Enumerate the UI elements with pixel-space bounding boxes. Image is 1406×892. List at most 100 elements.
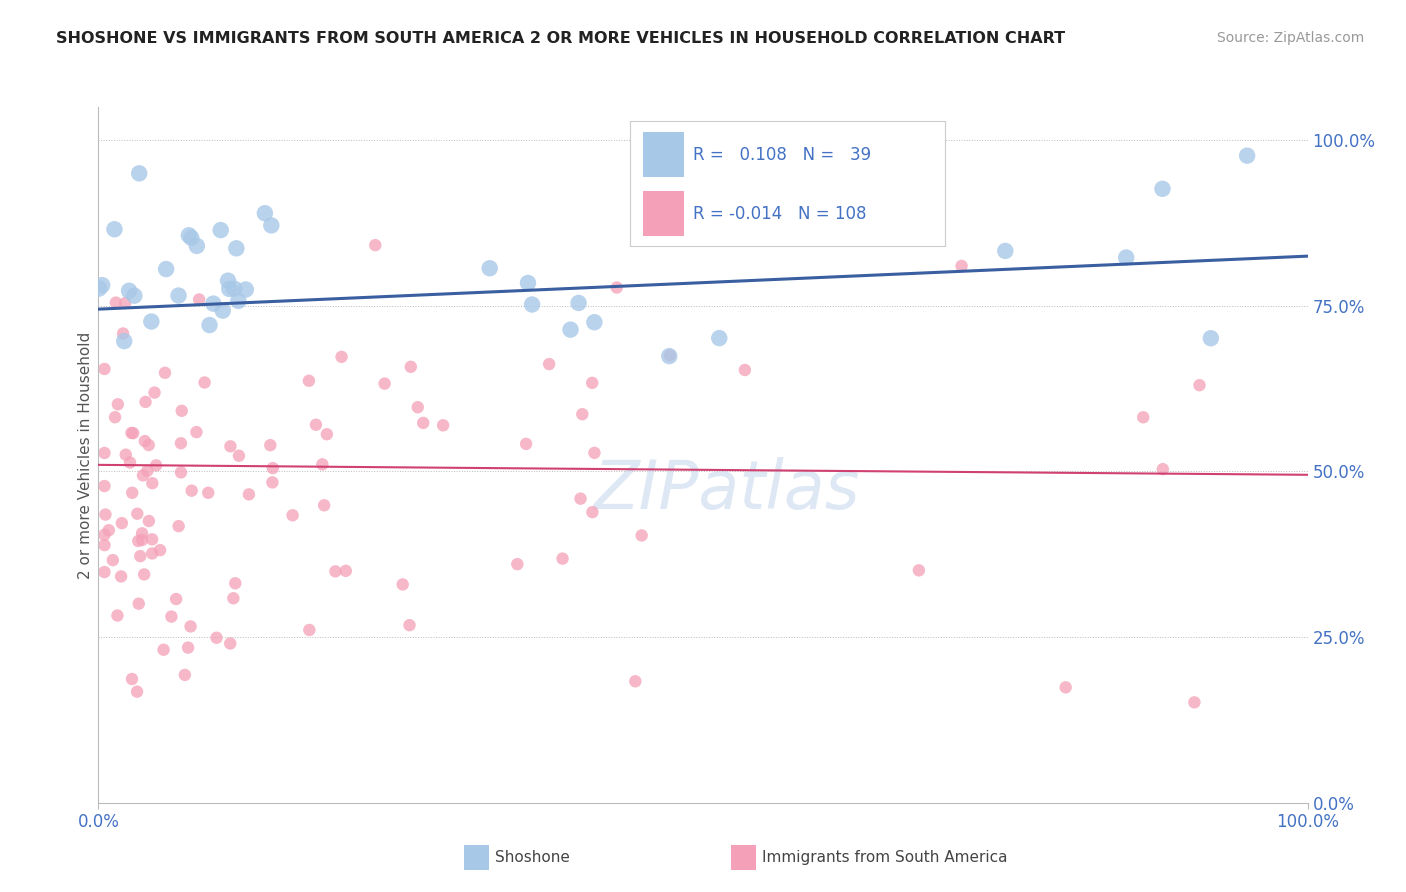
Point [1184,695,1206,709]
Point [314,498,336,512]
Point [506,557,529,571]
Point [89,281,111,295]
Point [121,425,143,440]
Point [145,458,167,473]
Point [520,297,543,311]
Point [228,449,250,463]
Point [1132,410,1154,425]
Point [111,516,134,530]
Point [624,674,647,689]
Point [658,349,681,363]
Point [658,349,681,363]
Point [219,439,242,453]
Point [141,476,163,491]
Point [114,448,136,462]
Point [1152,182,1174,196]
Point [399,359,422,374]
Point [538,357,561,371]
Point [305,417,328,432]
Point [127,507,149,521]
Text: ZIPatlas: ZIPatlas [593,457,860,523]
Point [432,418,454,433]
Point [107,397,129,411]
Point [125,684,148,698]
Point [259,438,281,452]
Point [253,206,276,220]
Point [97,523,120,537]
Point [186,239,208,253]
Point [170,404,193,418]
Point [262,475,284,490]
Point [131,526,153,541]
Point [198,318,221,332]
Point [167,519,190,533]
Point [298,374,321,388]
Point [260,219,283,233]
Point [128,597,150,611]
Point [141,546,163,560]
Point [281,508,304,523]
Point [364,238,387,252]
Point [177,640,200,655]
Point [180,231,202,245]
Point [630,528,652,542]
Point [950,259,973,273]
Point [571,407,593,421]
Point [581,376,603,390]
Point [94,508,117,522]
Point [478,261,501,276]
Point [180,483,202,498]
Point [222,591,245,606]
Point [1152,462,1174,476]
Point [606,280,628,294]
Point [134,395,156,409]
Point [228,293,250,308]
Text: Immigrants from South America: Immigrants from South America [762,850,1008,864]
Point [1054,681,1077,695]
Point [583,446,606,460]
Point [569,491,592,506]
Point [141,314,163,328]
Point [141,533,163,547]
Point [149,543,172,558]
Point [136,464,159,478]
Point [107,608,129,623]
Point [122,426,145,441]
Point [412,416,434,430]
Point [93,538,115,552]
Point [121,672,143,686]
Text: SHOSHONE VS IMMIGRANTS FROM SOUTH AMERICA 2 OR MORE VEHICLES IN HOUSEHOLD CORREL: SHOSHONE VS IMMIGRANTS FROM SOUTH AMERIC… [56,31,1066,46]
Point [1199,331,1222,345]
Point [515,437,537,451]
Point [114,296,136,310]
Text: Shoshone: Shoshone [495,850,569,864]
Point [315,427,337,442]
Point [330,350,353,364]
Point [129,549,152,563]
Point [224,282,246,296]
Point [1115,251,1137,265]
Point [398,618,420,632]
Point [112,334,135,348]
Point [152,642,174,657]
Point [103,222,125,236]
Point [209,223,232,237]
Point [197,485,219,500]
Point [568,296,591,310]
Point [202,296,225,310]
Point [581,505,603,519]
Point [194,376,217,390]
Point [225,241,247,255]
Point [110,569,132,583]
Point [406,401,429,415]
Point [93,446,115,460]
Point [335,564,357,578]
Y-axis label: 2 or more Vehicles in Household: 2 or more Vehicles in Household [77,331,93,579]
Point [177,228,200,243]
Point [325,565,347,579]
Point [127,534,149,549]
Point [224,576,246,591]
Point [153,366,176,380]
Point [118,284,141,298]
Point [134,434,156,448]
